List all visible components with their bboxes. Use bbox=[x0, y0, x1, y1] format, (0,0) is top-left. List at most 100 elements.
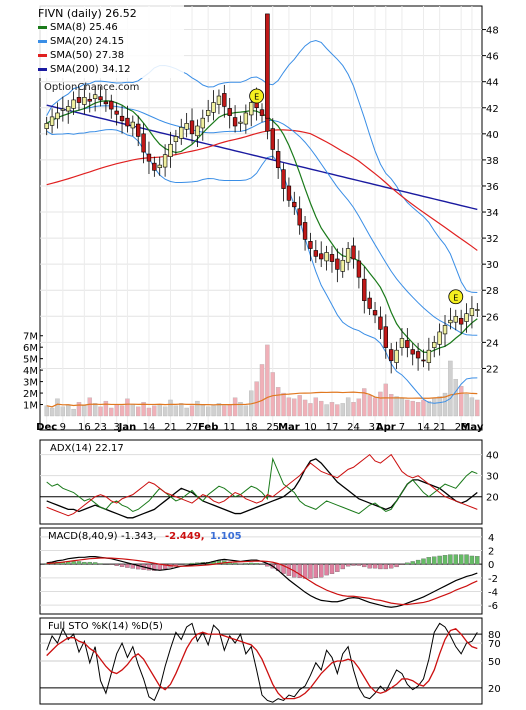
macd-tick-label: 4 bbox=[488, 533, 494, 544]
price-tick-label: 42 bbox=[486, 104, 499, 115]
candle-body bbox=[314, 250, 318, 256]
macd-histogram-bar bbox=[115, 564, 119, 566]
price-tick-label: 22 bbox=[486, 364, 499, 375]
macd-histogram-bar bbox=[368, 564, 372, 568]
candle-body bbox=[158, 165, 162, 168]
x-tick-label: 16 bbox=[78, 422, 91, 433]
x-tick-label: 18 bbox=[245, 422, 258, 433]
macd-histogram-bar bbox=[389, 564, 393, 568]
volume-bar bbox=[88, 398, 92, 416]
macd-histogram-bar bbox=[427, 557, 431, 564]
volume-tick-label: 2M bbox=[23, 389, 38, 400]
macd-histogram-bar bbox=[357, 564, 361, 565]
macd-histogram-bar bbox=[464, 555, 468, 565]
candle-body bbox=[352, 246, 356, 259]
macd-histogram-bar bbox=[158, 564, 162, 570]
candle-body bbox=[88, 99, 92, 101]
macd-histogram-bar bbox=[314, 564, 318, 578]
macd-histogram-bar bbox=[255, 563, 259, 564]
volume-bar bbox=[346, 398, 350, 416]
volume-bar bbox=[405, 400, 409, 416]
legend-swatch bbox=[38, 26, 47, 29]
volume-bar bbox=[265, 345, 269, 416]
volume-bar bbox=[378, 392, 382, 416]
volume-tick-label: 4M bbox=[23, 366, 38, 377]
macd-histogram-bar bbox=[470, 556, 474, 564]
volume-bar bbox=[82, 406, 86, 416]
price-tick-label: 46 bbox=[486, 52, 499, 63]
volume-bar bbox=[303, 400, 307, 416]
sto-tick-label: 80 bbox=[488, 630, 501, 641]
candle-body bbox=[233, 118, 237, 126]
volume-bar bbox=[464, 394, 468, 416]
x-tick-label: 9 bbox=[60, 422, 66, 433]
macd-histogram-bar bbox=[335, 564, 339, 572]
macd-histogram-bar bbox=[125, 564, 129, 567]
volume-bar bbox=[206, 407, 210, 416]
candle-body bbox=[357, 261, 361, 277]
candle-body bbox=[244, 113, 248, 124]
price-tick-label: 38 bbox=[486, 156, 499, 167]
volume-bar bbox=[55, 399, 59, 416]
candle-body bbox=[61, 109, 65, 110]
candle-body bbox=[422, 360, 426, 361]
candle-body bbox=[454, 316, 458, 322]
macd-histogram-bar bbox=[185, 564, 189, 565]
volume-bar bbox=[212, 406, 216, 416]
macd-histogram-bar bbox=[454, 555, 458, 565]
volume-bar bbox=[195, 401, 199, 416]
volume-bar bbox=[427, 401, 431, 416]
macd-histogram-bar bbox=[443, 555, 447, 564]
candle-body bbox=[271, 129, 275, 150]
x-tick-label: 21 bbox=[433, 422, 446, 433]
macd-histogram-bar bbox=[421, 559, 425, 564]
volume-bar bbox=[400, 399, 404, 416]
candle-body bbox=[389, 350, 393, 361]
candle-body bbox=[196, 126, 200, 136]
candle-body bbox=[400, 338, 404, 347]
candle-body bbox=[405, 340, 409, 347]
volume-bar bbox=[93, 403, 97, 416]
candle-body bbox=[470, 308, 474, 315]
candle-body bbox=[142, 134, 146, 152]
volume-bar bbox=[158, 405, 162, 416]
macd-title: MACD(8,40,9) bbox=[48, 531, 118, 542]
candle-body bbox=[362, 279, 366, 301]
macd-histogram-bar bbox=[330, 564, 334, 574]
x-tick-label: 17 bbox=[326, 422, 339, 433]
volume-bar bbox=[351, 402, 355, 416]
macd-histogram-bar bbox=[120, 564, 124, 567]
volume-bar bbox=[298, 395, 302, 416]
legend-swatch bbox=[38, 68, 47, 71]
macd-histogram-bar bbox=[190, 563, 194, 564]
sto-tick-label: 20 bbox=[488, 684, 501, 695]
legend-label: SMA(200) 34.12 bbox=[50, 64, 131, 75]
candle-body bbox=[395, 350, 399, 362]
x-tick-label: Jan bbox=[118, 422, 137, 433]
candle-body bbox=[174, 136, 178, 141]
volume-bar bbox=[454, 379, 458, 416]
volume-bar bbox=[115, 405, 119, 416]
volume-tick-label: 5M bbox=[23, 355, 38, 366]
candle-body bbox=[136, 124, 140, 136]
legend-swatch bbox=[38, 40, 47, 43]
volume-bar bbox=[66, 405, 70, 416]
volume-bar bbox=[308, 403, 312, 416]
candle-body bbox=[169, 144, 173, 156]
volume-bar bbox=[131, 405, 135, 416]
macd-tick-label: 0 bbox=[488, 560, 494, 571]
volume-bar bbox=[125, 399, 129, 416]
macd-histogram-bar bbox=[233, 563, 237, 564]
macd-histogram-bar bbox=[362, 564, 366, 567]
volume-bar bbox=[260, 364, 264, 416]
price-tick-label: 44 bbox=[486, 78, 499, 89]
volume-tick-label: 3M bbox=[23, 378, 38, 389]
candle-body bbox=[379, 317, 383, 329]
volume-bar bbox=[357, 399, 361, 416]
volume-bar bbox=[271, 372, 275, 416]
candle-body bbox=[131, 122, 135, 128]
candle-body bbox=[179, 127, 183, 138]
candle-body bbox=[287, 186, 291, 200]
macd-histogram-bar bbox=[400, 564, 404, 565]
macd-histogram-bar bbox=[319, 564, 323, 577]
